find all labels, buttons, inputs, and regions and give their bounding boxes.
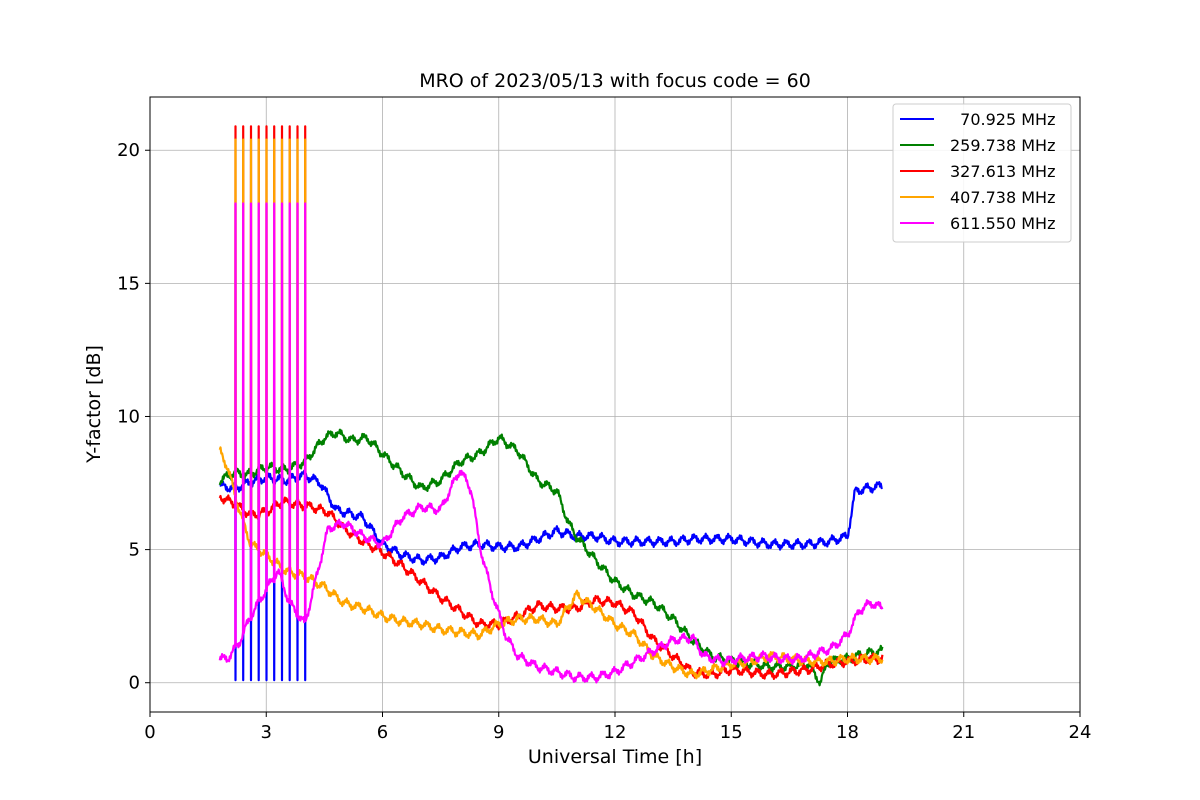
- x-tick-label: 21: [952, 722, 975, 743]
- chart-title: MRO of 2023/05/13 with focus code = 60: [419, 70, 811, 92]
- y-tick-label: 5: [129, 540, 140, 561]
- series-line: [218, 125, 884, 680]
- y-tick-label: 20: [117, 140, 140, 161]
- legend: 70.925 MHz 259.738 MHz 327.613 MHz 407.738 …: [892, 103, 1072, 243]
- y-tick-label: 0: [129, 673, 140, 694]
- y-axis-label: Y-factor [dB]: [83, 345, 105, 464]
- x-tick-label: 24: [1069, 722, 1092, 743]
- ticks: 0 3 6 9 12 15 18 21 24 0 5 10 15 20: [117, 140, 1091, 743]
- legend-entry-label: 407.738 MHz: [950, 188, 1055, 207]
- x-tick-label: 18: [836, 722, 859, 743]
- legend-entry-label: 259.738 MHz: [950, 136, 1055, 155]
- series-layer: [218, 125, 884, 687]
- series-line: [219, 469, 883, 682]
- x-tick-label: 3: [261, 722, 272, 743]
- series-line: [218, 202, 884, 684]
- x-tick-label: 15: [720, 722, 743, 743]
- x-axis-label: Universal Time [h]: [528, 746, 702, 768]
- legend-entry-label: 611.550 MHz: [950, 214, 1055, 233]
- legend-entry-label: 70.925 MHz: [950, 110, 1055, 129]
- y-tick-label: 10: [117, 406, 140, 427]
- legend-entry-label: 327.613 MHz: [950, 162, 1055, 181]
- x-tick-label: 9: [493, 722, 504, 743]
- series-line: [218, 428, 884, 687]
- x-tick-label: 6: [377, 722, 388, 743]
- series-line: [218, 138, 884, 680]
- x-tick-label: 12: [604, 722, 627, 743]
- x-tick-label: 0: [144, 722, 155, 743]
- legend-box: [892, 103, 1072, 243]
- y-tick-label: 15: [117, 273, 140, 294]
